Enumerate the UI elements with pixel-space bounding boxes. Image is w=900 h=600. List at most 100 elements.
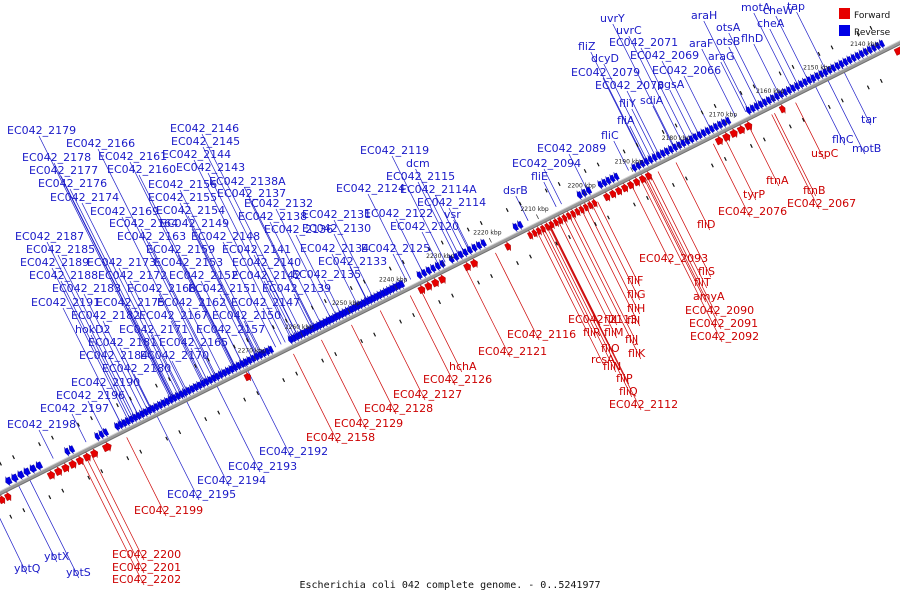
- feature-tick: [310, 305, 314, 310]
- feature-tick: [165, 436, 169, 441]
- reverse-gene-arrow: [761, 98, 768, 108]
- reverse-gene-label: EC042_2196: [56, 389, 125, 402]
- forward-gene-label: fliM: [604, 326, 623, 339]
- feature-tick: [412, 313, 416, 318]
- leader-line: [190, 347, 208, 382]
- reverse-gene-label: EC042_2120: [390, 220, 459, 233]
- reverse-gene-arrow: [121, 418, 128, 428]
- leader-line: [409, 295, 456, 386]
- reverse-gene-label: EC042_2197: [40, 402, 109, 415]
- feature-tick: [544, 188, 548, 193]
- leader-line: [293, 293, 312, 330]
- reverse-gene-arrow: [810, 73, 817, 83]
- leader-line: [46, 241, 136, 418]
- feature-tick: [879, 78, 883, 83]
- feature-tick: [126, 456, 130, 461]
- reverse-gene-arrow: [217, 370, 224, 380]
- leader-line: [69, 188, 175, 398]
- leader-line: [703, 20, 749, 111]
- reverse-gene-label: EC042_2198: [7, 418, 76, 431]
- leader-line: [51, 267, 129, 421]
- feature-tick: [801, 117, 805, 123]
- reverse-gene-arrow: [319, 319, 326, 329]
- legend: Forward Reverse: [839, 8, 891, 38]
- reverse-gene-arrow: [23, 466, 31, 477]
- feature-tick: [840, 98, 844, 103]
- leader-line: [275, 208, 332, 320]
- feature-tick: [373, 332, 377, 337]
- leader-line: [202, 146, 299, 337]
- leader-line: [14, 477, 58, 563]
- reverse-gene-arrow: [680, 138, 687, 149]
- reverse-gene-arrow: [512, 222, 519, 232]
- forward-gene-label: EC042_2127: [393, 388, 462, 401]
- reverse-gene-arrow: [597, 180, 604, 190]
- reverse-gene-arrow: [357, 300, 364, 310]
- reverse-gene-arrow: [325, 316, 333, 326]
- forward-gene-arrow: [565, 211, 572, 221]
- reverse-gene-arrow: [704, 126, 711, 136]
- reverse-gene-label: EC042_2177: [29, 164, 98, 177]
- reverse-gene-label: fliY: [619, 97, 636, 110]
- leader-line: [421, 231, 440, 266]
- feature-tick: [116, 403, 119, 408]
- feature-tick: [762, 137, 766, 142]
- reverse-gene-label: EC042_2172: [98, 269, 167, 282]
- reverse-gene-label: EC042_2145: [171, 135, 240, 148]
- reverse-gene-label: EC042_2194: [197, 474, 266, 487]
- leader-line: [631, 184, 672, 265]
- feature-tick: [869, 25, 873, 30]
- feature-tick: [557, 181, 561, 187]
- leader-line: [811, 78, 846, 146]
- reverse-gene-arrow: [232, 363, 239, 373]
- kbp-tick-label: 2140 kbp: [850, 41, 878, 48]
- gene-features: [0, 39, 900, 505]
- legend-forward-label: Forward: [854, 11, 890, 21]
- reverse-gene-arrow: [64, 447, 71, 457]
- leader-line: [182, 393, 230, 487]
- reverse-gene-label: EC042_2071: [609, 36, 678, 49]
- forward-gene-label: ftnA: [766, 174, 789, 187]
- reverse-gene-arrow: [692, 132, 699, 142]
- reverse-gene-arrow: [850, 53, 857, 63]
- feature-tick: [479, 220, 483, 226]
- reverse-gene-arrow: [189, 384, 196, 394]
- feature-tick: [232, 344, 236, 349]
- reverse-gene-label: hokD2: [75, 323, 111, 336]
- leader-line: [87, 400, 105, 434]
- forward-gene-arrow: [61, 462, 70, 473]
- forward-gene-arrow: [535, 226, 542, 236]
- reverse-gene-arrow: [214, 372, 221, 382]
- feature-tick: [38, 442, 41, 447]
- reverse-gene-label: fliC: [601, 129, 619, 142]
- reverse-gene-arrow: [700, 128, 707, 138]
- reverse-gene-arrow: [862, 47, 869, 57]
- feature-tick: [516, 260, 519, 266]
- reverse-gene-arrow: [294, 332, 301, 342]
- reverse-gene-arrow: [814, 71, 821, 81]
- reverse-gene-arrow: [260, 348, 267, 359]
- feature-tick: [710, 163, 714, 168]
- reverse-gene-arrow: [354, 301, 361, 312]
- reverse-gene-label: EC042_2160: [107, 163, 176, 176]
- reverse-gene-label: EC042_2089: [537, 142, 606, 155]
- reverse-gene-arrow: [149, 404, 157, 414]
- forward-gene-label: EC042_2121: [478, 345, 547, 358]
- reverse-gene-label: EC042_2184: [79, 349, 148, 362]
- reverse-gene-arrow: [858, 49, 865, 59]
- reverse-gene-label: EC042_2114A: [400, 183, 477, 196]
- forward-gene-label: fliL: [604, 313, 621, 326]
- reverse-gene-arrow: [287, 335, 294, 345]
- feature-tick: [583, 168, 587, 174]
- reverse-gene-arrow: [124, 416, 131, 427]
- leader-line: [152, 408, 200, 501]
- reverse-gene-arrow: [794, 81, 801, 92]
- leader-line: [775, 15, 809, 81]
- leader-line: [263, 280, 294, 339]
- feature-tick: [243, 397, 247, 402]
- forward-gene-arrow: [438, 274, 446, 285]
- reverse-gene-label: EC042_2144: [162, 148, 231, 161]
- feature-tick: [866, 85, 870, 90]
- reverse-gene-label: EC042_2183: [52, 282, 121, 295]
- reverse-gene-label: otsA: [716, 21, 741, 34]
